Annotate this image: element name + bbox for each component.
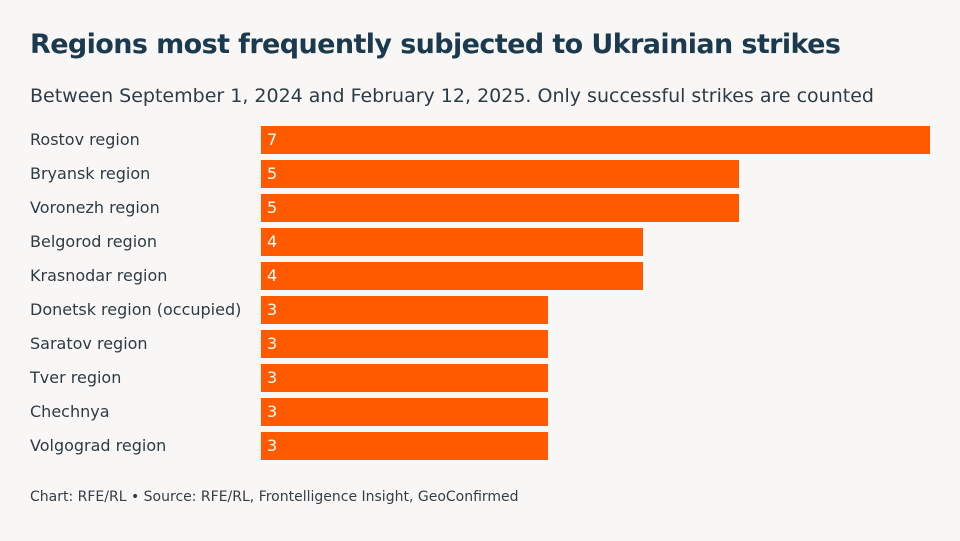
category-label: Chechnya — [30, 402, 110, 421]
category-label: Belgorod region — [30, 232, 158, 251]
bar-value-label: 3 — [267, 402, 278, 421]
chart-title: Regions most frequently subjected to Ukr… — [30, 29, 841, 60]
bar — [261, 160, 739, 188]
category-label: Krasnodar region — [30, 266, 168, 285]
bar-value-label: 4 — [267, 232, 278, 251]
category-label: Volgograd region — [30, 436, 167, 455]
bar-chart: Rostov region 7 Bryansk region 5 Voronezh re… — [0, 120, 960, 470]
bar — [261, 432, 548, 460]
chart-footer-credit: Chart: RFE/RL • Source: RFE/RL, Frontell… — [30, 489, 519, 505]
bar-value-label: 3 — [267, 334, 278, 353]
category-label: Voronezh region — [30, 198, 160, 217]
bar — [261, 398, 548, 426]
bar-value-label: 7 — [267, 130, 278, 149]
bar — [261, 296, 548, 324]
chart-subtitle: Between September 1, 2024 and February 1… — [30, 85, 874, 107]
bar — [261, 364, 548, 392]
bar-value-label: 3 — [267, 436, 278, 455]
bar-value-label: 4 — [267, 266, 278, 285]
bar — [261, 262, 644, 290]
category-label: Rostov region — [30, 130, 140, 149]
bar-value-label: 3 — [267, 368, 278, 387]
bar-value-label: 3 — [267, 300, 278, 319]
bar — [261, 194, 739, 222]
bar — [261, 126, 930, 154]
bar-value-label: 5 — [267, 164, 278, 183]
bar — [261, 228, 644, 256]
bar — [261, 330, 548, 358]
category-label: Bryansk region — [30, 164, 151, 183]
category-label: Tver region — [30, 368, 122, 387]
category-label: Saratov region — [30, 334, 148, 353]
category-label: Donetsk region (occupied) — [30, 300, 242, 319]
bar-value-label: 5 — [267, 198, 278, 217]
